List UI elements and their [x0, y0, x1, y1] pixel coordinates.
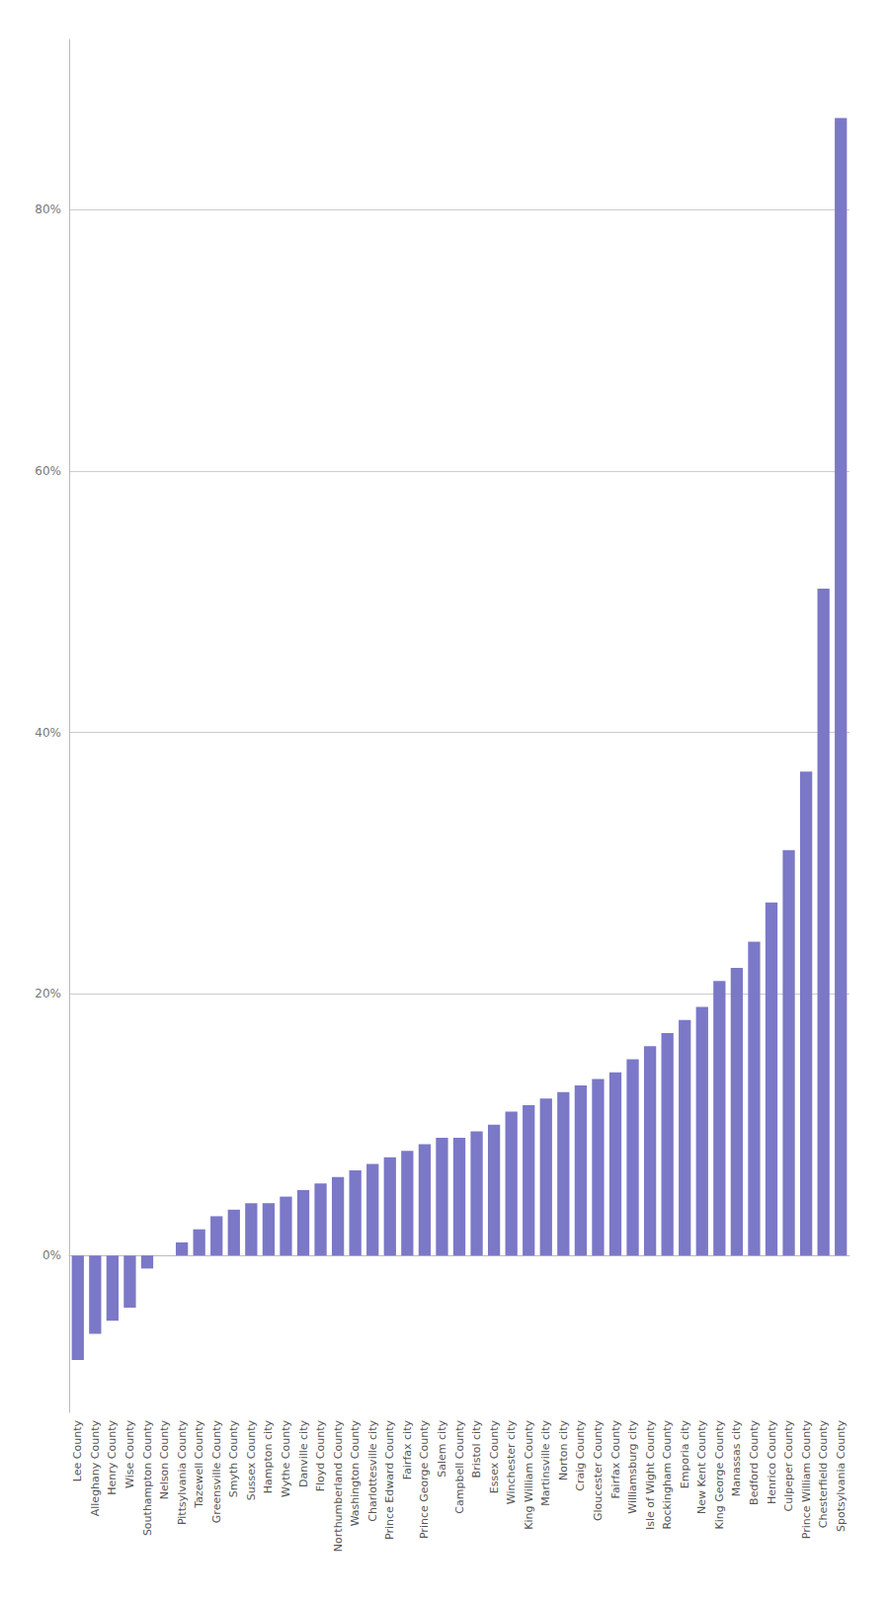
svg-text:Martinsville city: Martinsville city [539, 1420, 553, 1507]
svg-text:Salem city: Salem city [435, 1420, 449, 1478]
svg-text:Henrico County: Henrico County [765, 1420, 779, 1506]
svg-text:Manassas city: Manassas city [729, 1420, 743, 1498]
svg-text:Fairfax city: Fairfax city [401, 1420, 414, 1481]
svg-text:Bristol city: Bristol city [470, 1420, 484, 1479]
svg-text:Lee County: Lee County [71, 1420, 84, 1483]
svg-text:Southampton County: Southampton County [141, 1420, 155, 1537]
svg-text:Essex County: Essex County [487, 1420, 501, 1495]
svg-text:Sussex County: Sussex County [244, 1420, 258, 1502]
svg-text:40%: 40% [34, 726, 62, 740]
svg-text:Wythe County: Wythe County [279, 1420, 293, 1498]
svg-text:60%: 60% [34, 464, 62, 479]
svg-text:Prince George County: Prince George County [417, 1420, 431, 1540]
svg-text:Emporia city: Emporia city [678, 1420, 692, 1490]
svg-text:Danville city: Danville city [297, 1420, 311, 1489]
svg-text:Pittsylvania County: Pittsylvania County [175, 1420, 189, 1527]
svg-text:Wise County: Wise County [123, 1420, 137, 1489]
svg-text:Gloucester County: Gloucester County [591, 1420, 605, 1523]
svg-text:80%: 80% [34, 202, 62, 217]
svg-text:Hampton city: Hampton city [261, 1420, 275, 1495]
svg-text:Tazewell County: Tazewell County [192, 1420, 206, 1510]
svg-text:0%: 0% [42, 1248, 62, 1263]
svg-text:Norton city: Norton city [557, 1420, 570, 1481]
svg-text:King George County: King George County [713, 1420, 727, 1531]
svg-text:Henry County: Henry County [105, 1420, 119, 1496]
svg-text:Winchester city: Winchester city [504, 1420, 518, 1506]
svg-text:20%: 20% [34, 986, 62, 1001]
svg-text:Greensville County: Greensville County [210, 1420, 224, 1525]
svg-text:Culpeper County: Culpeper County [782, 1420, 796, 1513]
svg-text:Craig County: Craig County [573, 1420, 587, 1492]
svg-text:Chesterfield County: Chesterfield County [816, 1420, 830, 1530]
svg-text:King William County: King William County [522, 1420, 536, 1531]
svg-text:Campbell County: Campbell County [453, 1420, 467, 1515]
svg-text:New Kent County: New Kent County [695, 1420, 709, 1515]
svg-text:Isle of Wight County: Isle of Wight County [644, 1420, 657, 1532]
svg-text:Alleghany County: Alleghany County [88, 1420, 102, 1518]
svg-text:Fairfax County: Fairfax County [609, 1420, 623, 1500]
svg-text:Floyd County: Floyd County [314, 1420, 327, 1493]
svg-text:Washington County: Washington County [348, 1420, 362, 1528]
svg-text:Rockingham County: Rockingham County [660, 1420, 674, 1531]
svg-text:Prince William County: Prince William County [800, 1420, 813, 1540]
svg-text:Williamsburg city: Williamsburg city [626, 1420, 640, 1515]
svg-text:Charlottesville city: Charlottesville city [366, 1420, 380, 1523]
svg-text:Prince Edward County: Prince Edward County [383, 1420, 397, 1540]
svg-text:Nelson County: Nelson County [158, 1420, 171, 1501]
svg-text:Northumberland County: Northumberland County [331, 1420, 345, 1553]
svg-text:Spotsylvania County: Spotsylvania County [834, 1420, 848, 1533]
svg-text:Bedford County: Bedford County [747, 1420, 761, 1506]
svg-text:Smyth County: Smyth County [227, 1420, 241, 1499]
